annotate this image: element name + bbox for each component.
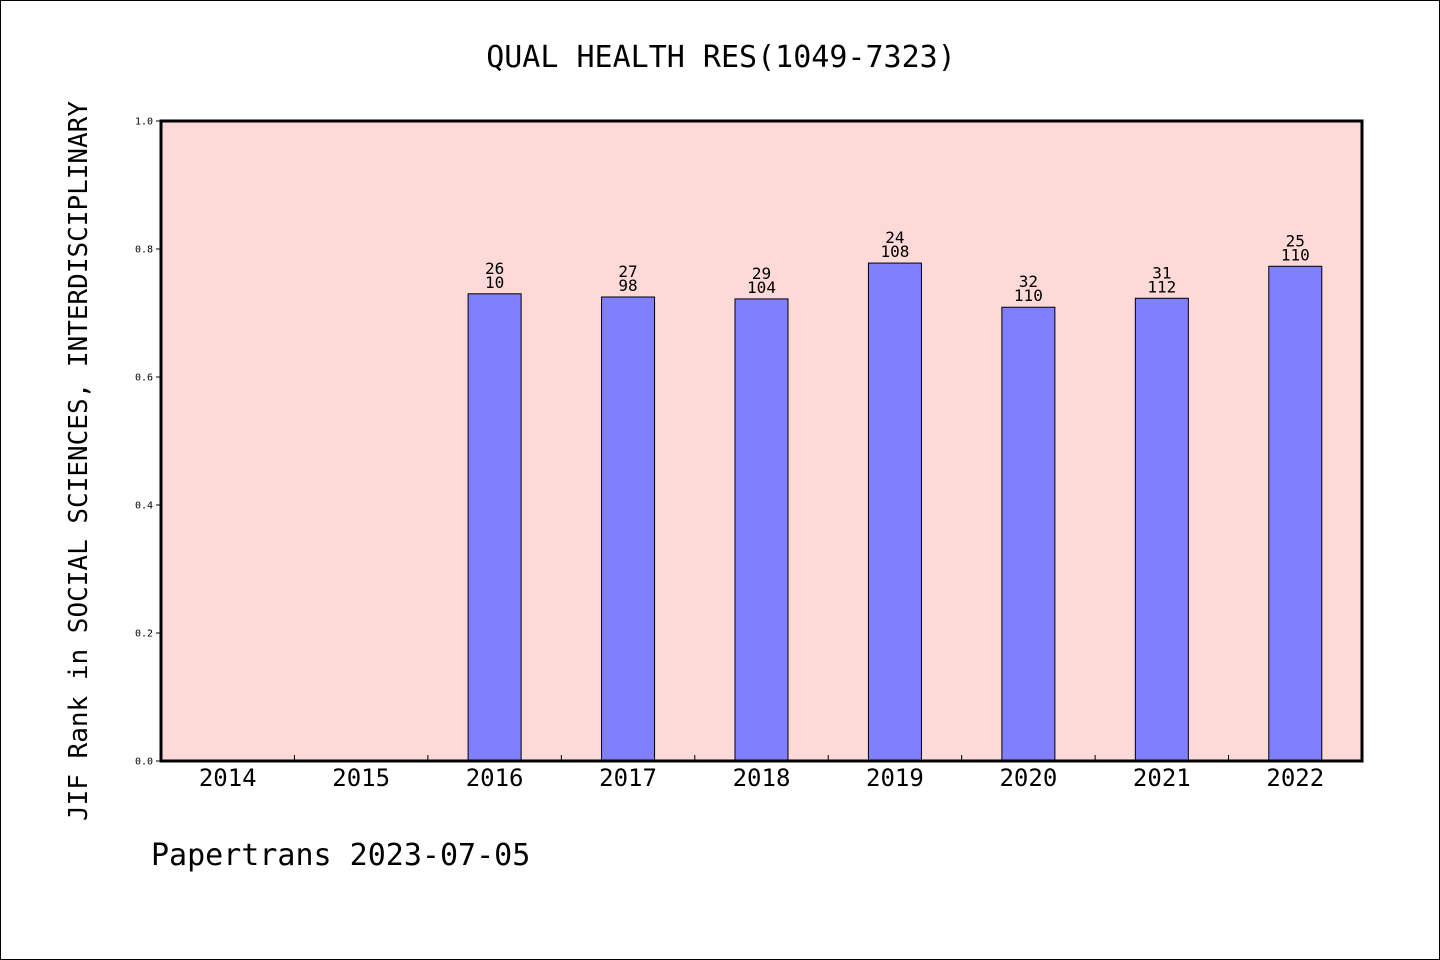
y-axis: 0.0 0.2 0.4 0.6 0.8 1.0 <box>135 117 161 768</box>
bar-2021 <box>1134 297 1189 762</box>
x-tick-label-2014: 2014 <box>199 764 257 792</box>
bar-label-bottom-2018: 104 <box>747 278 776 297</box>
bar-2017 <box>601 296 656 762</box>
bar-2016 <box>467 293 522 762</box>
x-tick-label-2022: 2022 <box>1266 764 1324 792</box>
x-tick-label-2020: 2020 <box>999 764 1057 792</box>
bar-label-bottom-2020: 110 <box>1014 286 1043 305</box>
bar-2022 <box>1268 265 1323 762</box>
y-tick-label: 0.0 <box>135 757 153 768</box>
chart-title: QUAL HEALTH RES(1049-7323) <box>486 40 956 75</box>
y-axis-label: JIF Rank in SOCIAL SCIENCES, INTERDISCIP… <box>64 101 94 821</box>
bar-label-bottom-2019: 108 <box>880 242 909 261</box>
plot-frame <box>159 119 1364 763</box>
y-tick-label: 0.6 <box>135 373 153 384</box>
bar-label-bottom-2022: 110 <box>1281 245 1310 264</box>
y-tick-label: 0.2 <box>135 629 153 640</box>
y-tick-label: 1.0 <box>135 117 153 128</box>
bar-label-top-2019: 24 <box>885 228 904 247</box>
bar-label-top-2022: 25 <box>1286 231 1305 250</box>
x-tick-label-2015: 2015 <box>332 764 390 792</box>
bar-label-bottom-2021: 112 <box>1147 277 1176 296</box>
bar-2020 <box>1001 306 1056 762</box>
x-tick-label-2017: 2017 <box>599 764 657 792</box>
y-tick-label: 0.4 <box>135 501 153 512</box>
bar-label-top-2016: 26 <box>485 259 504 278</box>
bar-2019 <box>867 262 922 762</box>
bar-label-bottom-2016: 10 <box>485 273 504 292</box>
x-tick-label-2018: 2018 <box>733 764 791 792</box>
x-tick-label-2019: 2019 <box>866 764 924 792</box>
bar-label-bottom-2017: 98 <box>618 276 637 295</box>
bar-label-top-2018: 29 <box>752 264 771 283</box>
y-tick-label: 0.8 <box>135 245 153 256</box>
bar-2018 <box>734 298 789 762</box>
bar-label-top-2017: 27 <box>618 262 637 281</box>
x-tick-label-2016: 2016 <box>466 764 524 792</box>
footer-text: Papertrans 2023-07-05 <box>151 838 530 873</box>
bar-label-top-2020: 32 <box>1019 272 1038 291</box>
x-tick-label-2021: 2021 <box>1133 764 1191 792</box>
x-axis: 2014 2015 2016 2017 2018 2019 2020 2021 2022 <box>199 755 1324 792</box>
bar-label-top-2021: 31 <box>1152 263 1171 282</box>
